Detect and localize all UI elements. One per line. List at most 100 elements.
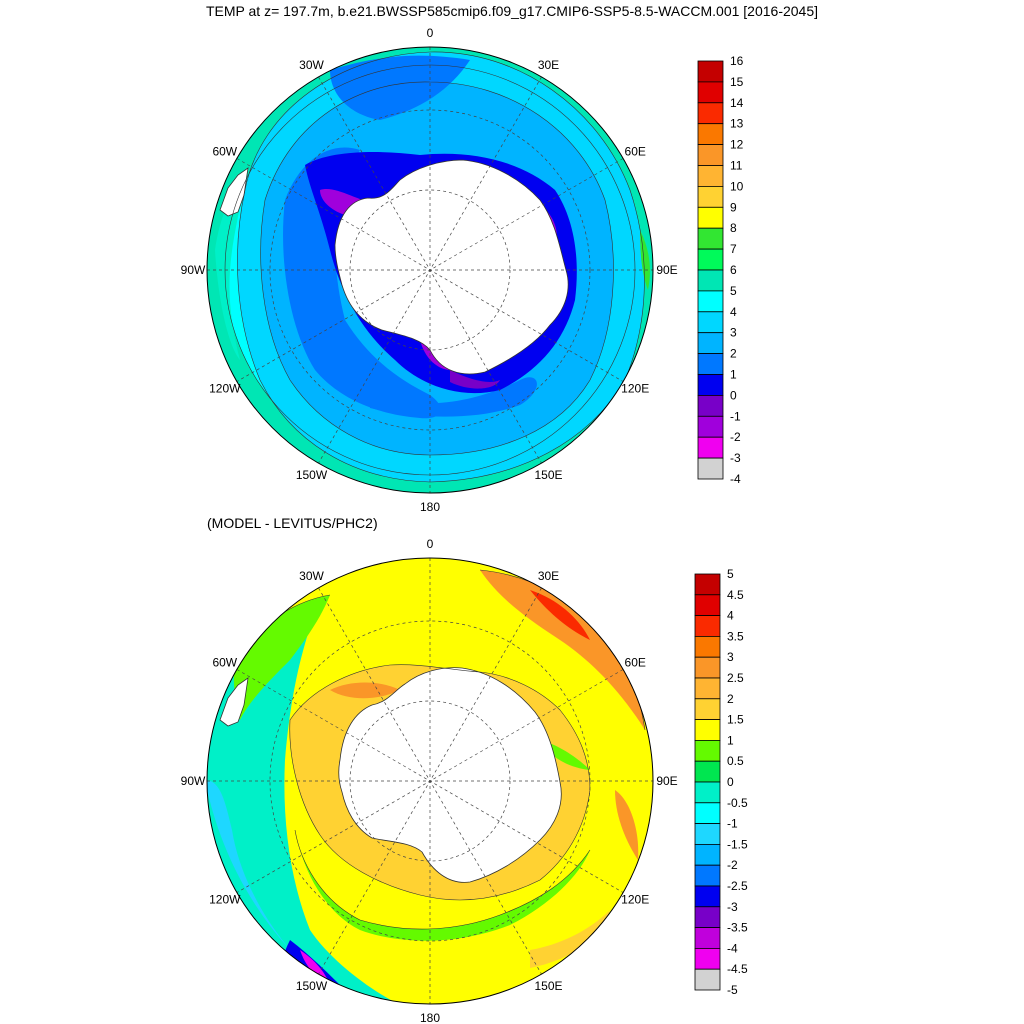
longitude-label: 150E — [534, 468, 562, 482]
temp-map-border — [206, 46, 654, 494]
longitude-label: 30E — [538, 58, 559, 72]
colorbar-swatch — [694, 802, 721, 824]
colorbar-label: 10 — [730, 179, 744, 193]
colorbar-swatch — [694, 885, 721, 908]
colorbar-swatch — [697, 374, 724, 396]
colorbar-swatch — [697, 206, 724, 229]
difference-map-panel: 0 30E 60E 90E 120E 150E 180 150W 120W 90W 60W 30W — [181, 537, 678, 1024]
colorbar-label: 4.5 — [727, 588, 744, 602]
colorbar-label: 4 — [727, 609, 734, 623]
colorbar-swatch — [697, 457, 724, 480]
colorbar-label: 0 — [730, 388, 737, 402]
longitude-label: 90W — [181, 263, 206, 277]
longitude-label: 120W — [209, 382, 241, 396]
longitude-label: 60E — [625, 145, 646, 159]
colorbar-label: 1 — [727, 733, 734, 747]
colorbar-label: 9 — [730, 200, 737, 214]
colorbar-label: -3 — [727, 900, 738, 914]
colorbar-swatch — [694, 740, 721, 762]
temp-map-panel: 0 30E 60E 90E 120E 150E 180 150W 120W 90W 60W 30W — [181, 26, 678, 514]
colorbar-label: -4.5 — [727, 962, 748, 976]
colorbar-label: -1 — [727, 817, 738, 831]
colorbar-label: -3 — [730, 451, 741, 465]
antarctica-landmass-1 — [334, 159, 569, 375]
colorbar-label: -1 — [730, 409, 741, 423]
colorbar-swatch — [697, 248, 724, 271]
colorbar-label: 1 — [730, 368, 737, 382]
longitude-label: 180 — [420, 1011, 440, 1024]
longitude-label: 0 — [427, 537, 434, 551]
colorbar-swatch — [694, 927, 721, 949]
colorbar-swatch — [697, 227, 724, 250]
colorbar-label: 11 — [730, 159, 743, 173]
colorbar-label: 6 — [730, 263, 737, 277]
south-america-landmass-1 — [219, 167, 249, 217]
longitude-label: 180 — [420, 500, 440, 514]
colorbar-swatch — [694, 636, 721, 658]
colorbar-swatch — [697, 123, 724, 145]
colorbar-label: -2 — [727, 858, 738, 872]
colorbar-swatch — [697, 290, 724, 313]
colorbar-label: -3.5 — [727, 921, 748, 935]
longitude-label: 60W — [212, 145, 237, 159]
colorbar-label: -4 — [730, 472, 741, 486]
colorbar-label: -5 — [727, 983, 738, 997]
page-title: TEMP at z= 197.7m, b.e21.BWSSP585cmip6.f… — [205, 3, 819, 19]
longitude-label: 30W — [299, 58, 324, 72]
colorbar-label: 12 — [730, 138, 744, 152]
colorbar-swatch — [697, 353, 724, 375]
colorbar-label: -4 — [727, 941, 738, 955]
longitude-label: 30W — [299, 569, 324, 583]
colorbar-swatch — [697, 102, 724, 125]
longitude-label: 90W — [181, 774, 206, 788]
colorbar-swatch — [697, 269, 724, 292]
longitude-label: 90E — [656, 263, 677, 277]
colorbar-label: 0 — [727, 775, 734, 789]
temp-graticule — [207, 47, 653, 493]
longitude-label: 120W — [209, 893, 241, 907]
longitude-label: 60W — [212, 656, 237, 670]
colorbar-label: 15 — [730, 75, 744, 89]
colorbar-label: 1.5 — [727, 713, 744, 727]
colorbar-swatch — [694, 594, 721, 616]
colorbar-swatch — [697, 185, 724, 208]
colorbar-label: 4 — [730, 305, 737, 319]
longitude-label: 150E — [534, 979, 562, 993]
colorbar-swatch — [697, 81, 724, 104]
colorbar-label: 16 — [730, 54, 744, 68]
colorbar-swatch — [697, 311, 724, 334]
colorbar-label: 3 — [730, 326, 737, 340]
temp-longitude-labels: 0 30E 60E 90E 120E 150E 180 150W 120W 90W 60W 30W — [181, 26, 678, 514]
colorbar-swatch — [694, 615, 721, 637]
colorbar-label: 0.5 — [727, 754, 744, 768]
colorbar-swatch — [694, 844, 721, 866]
south-america-landmass-2 — [219, 677, 249, 727]
difference-graticule — [207, 558, 653, 1004]
colorbar-swatch — [694, 677, 721, 700]
longitude-label: 150W — [296, 468, 328, 482]
longitude-label: 0 — [427, 26, 434, 40]
colorbar-swatch — [694, 864, 721, 887]
colorbar-label: -2.5 — [727, 879, 748, 893]
colorbar-swatch — [697, 394, 724, 417]
colorbar-swatch — [697, 144, 724, 166]
colorbar-label: 8 — [730, 221, 737, 235]
colorbar-label: 2 — [727, 692, 734, 706]
colorbar-label: -2 — [730, 430, 741, 444]
longitude-label: 120E — [621, 382, 649, 396]
colorbar-swatch — [697, 165, 724, 187]
colorbar-swatch — [694, 948, 721, 970]
colorbar-label: 7 — [730, 242, 737, 256]
colorbar-label: 2.5 — [727, 671, 744, 685]
longitude-label: 90E — [656, 774, 677, 788]
longitude-label: 30E — [538, 569, 559, 583]
colorbar-swatch — [694, 823, 721, 845]
colorbar-swatch — [694, 760, 721, 783]
colorbar-label: 3 — [727, 650, 734, 664]
colorbar-swatch — [694, 656, 721, 679]
antarctica-landmass-2 — [338, 667, 562, 883]
colorbar-label: -1.5 — [727, 837, 748, 851]
colorbar-swatch — [694, 968, 721, 991]
colorbar-label: 3.5 — [727, 629, 744, 643]
